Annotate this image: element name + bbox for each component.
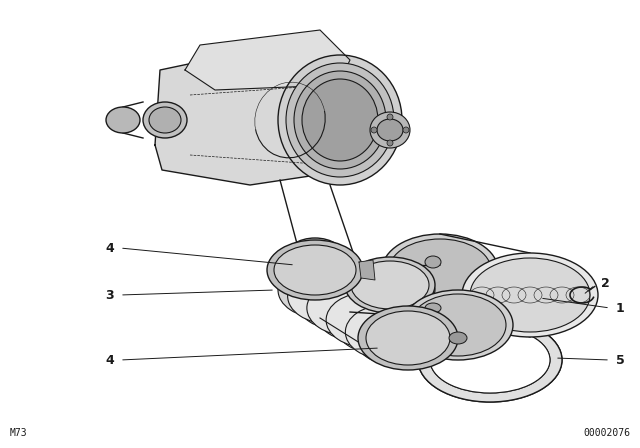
Ellipse shape bbox=[106, 107, 140, 133]
Polygon shape bbox=[185, 30, 350, 90]
Ellipse shape bbox=[387, 140, 393, 146]
Ellipse shape bbox=[425, 303, 441, 313]
Ellipse shape bbox=[462, 253, 598, 337]
Ellipse shape bbox=[278, 55, 402, 185]
Ellipse shape bbox=[377, 119, 403, 141]
Ellipse shape bbox=[286, 63, 394, 177]
Ellipse shape bbox=[149, 107, 181, 133]
Ellipse shape bbox=[410, 294, 506, 356]
Polygon shape bbox=[359, 260, 375, 280]
Ellipse shape bbox=[425, 256, 441, 268]
Text: M73: M73 bbox=[10, 428, 28, 438]
Ellipse shape bbox=[358, 306, 458, 370]
Ellipse shape bbox=[287, 268, 371, 324]
Ellipse shape bbox=[294, 71, 386, 169]
Text: 4: 4 bbox=[106, 353, 115, 366]
Ellipse shape bbox=[297, 274, 380, 330]
Ellipse shape bbox=[307, 280, 389, 336]
Text: 4: 4 bbox=[106, 241, 115, 254]
Ellipse shape bbox=[351, 261, 429, 309]
Ellipse shape bbox=[470, 258, 590, 332]
Ellipse shape bbox=[417, 298, 429, 306]
Text: 3: 3 bbox=[106, 289, 115, 302]
Ellipse shape bbox=[403, 290, 513, 360]
Ellipse shape bbox=[389, 239, 491, 301]
Ellipse shape bbox=[293, 244, 337, 272]
Ellipse shape bbox=[387, 114, 393, 120]
Ellipse shape bbox=[285, 238, 345, 278]
Ellipse shape bbox=[143, 102, 187, 138]
Ellipse shape bbox=[274, 245, 356, 295]
Ellipse shape bbox=[449, 332, 467, 344]
Ellipse shape bbox=[370, 112, 410, 148]
Ellipse shape bbox=[403, 127, 409, 133]
Ellipse shape bbox=[355, 311, 435, 365]
Text: 2: 2 bbox=[600, 276, 609, 289]
Ellipse shape bbox=[346, 305, 426, 359]
Ellipse shape bbox=[382, 234, 498, 306]
Ellipse shape bbox=[430, 327, 550, 393]
Ellipse shape bbox=[401, 281, 429, 299]
Ellipse shape bbox=[345, 257, 435, 313]
Ellipse shape bbox=[418, 318, 562, 402]
Text: 00002076: 00002076 bbox=[583, 428, 630, 438]
Ellipse shape bbox=[371, 127, 377, 133]
Ellipse shape bbox=[418, 318, 562, 402]
Ellipse shape bbox=[326, 293, 408, 347]
Ellipse shape bbox=[395, 276, 435, 304]
Text: 1: 1 bbox=[616, 302, 625, 314]
Ellipse shape bbox=[302, 79, 378, 161]
Polygon shape bbox=[155, 50, 355, 185]
Ellipse shape bbox=[430, 327, 550, 393]
Ellipse shape bbox=[366, 311, 450, 365]
Ellipse shape bbox=[317, 287, 399, 341]
Ellipse shape bbox=[336, 299, 417, 353]
Text: 5: 5 bbox=[616, 353, 625, 366]
Ellipse shape bbox=[278, 262, 362, 318]
Ellipse shape bbox=[267, 240, 363, 300]
